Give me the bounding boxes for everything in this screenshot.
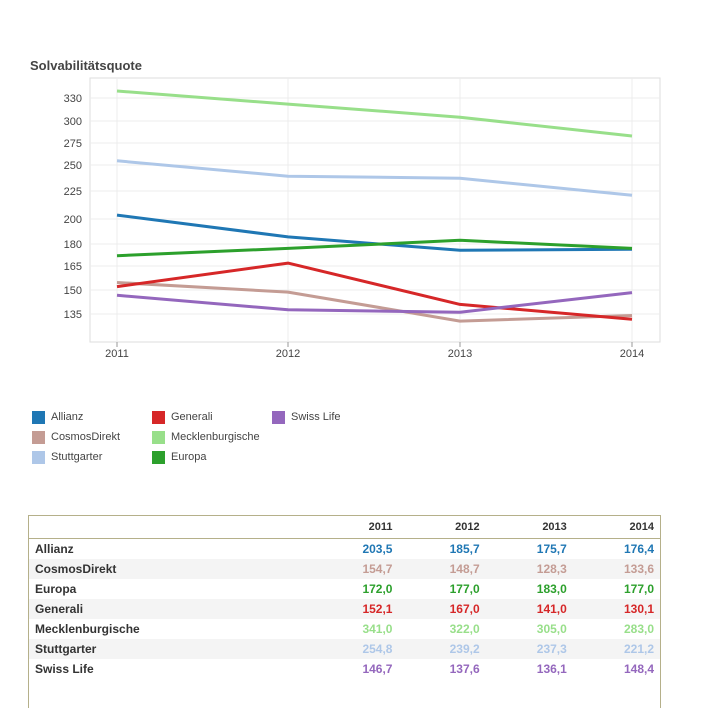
table-cell: 203,5	[362, 542, 393, 556]
table-row: Swiss Life 146,7 137,6 136,1 148,4	[29, 659, 660, 679]
legend-item-generali[interactable]: Generali	[152, 409, 213, 425]
plot-frame	[89, 77, 661, 343]
legend-label: Allianz	[51, 411, 84, 423]
series-line-stuttgarter	[116, 159, 633, 197]
table-cell: 148,7	[398, 559, 486, 579]
table-row-label: Allianz	[35, 542, 74, 556]
legend-label: Generali	[171, 411, 213, 423]
table-cell: 322,0	[449, 622, 480, 636]
table-header-year: 2014	[572, 516, 660, 539]
x-tick-label: 2013	[448, 348, 472, 360]
table-cell: 128,3	[485, 559, 573, 579]
table-cell: 152,1	[311, 599, 399, 619]
table-row: CosmosDirekt 154,7 148,7 128,3 133,6	[29, 559, 660, 579]
legend-swatch	[152, 430, 165, 444]
series-line-cosmosdirekt	[116, 281, 633, 323]
table-cell: 237,3	[485, 639, 573, 659]
table-cell: 175,7	[536, 542, 567, 556]
y-tick-label: 200	[64, 214, 82, 226]
series-line-swiss-life	[116, 291, 633, 314]
table-cell: 176,4	[623, 542, 654, 556]
table-cell: 177,0	[449, 582, 480, 596]
y-tick-label: 250	[64, 160, 82, 172]
chart-title: Solvabilitätsquote	[30, 58, 142, 73]
table-cell: 137,6	[449, 662, 480, 676]
table-cell: 254,8	[311, 639, 399, 659]
table-cell: 183,0	[536, 582, 567, 596]
legend-item-mecklenburgische[interactable]: Mecklenburgische	[152, 429, 260, 445]
table-row: Allianz 203,5 185,7 175,7 176,4	[29, 539, 660, 560]
table-cell: 167,0	[398, 599, 486, 619]
table-row-label: Swiss Life	[35, 662, 94, 676]
table-row-label: Stuttgarter	[29, 639, 312, 659]
x-tick-label: 2014	[620, 348, 644, 360]
legend-item-allianz[interactable]: Allianz	[32, 409, 83, 425]
series-line-mecklenburgische	[116, 89, 633, 138]
table-header-year: 2013	[485, 516, 573, 539]
legend-label: Swiss Life	[291, 411, 341, 423]
legend-label: Stuttgarter	[51, 451, 103, 463]
table-header-row: 2011 2012 2013 2014	[29, 516, 660, 539]
legend-label: CosmosDirekt	[51, 431, 121, 443]
y-tick-label: 180	[64, 239, 82, 251]
table-cell: 341,0	[362, 622, 393, 636]
legend-swatch	[32, 410, 45, 424]
series-line-generali	[116, 261, 633, 321]
table-cell: 177,0	[623, 582, 654, 596]
table-row: Mecklenburgische 341,0 322,0 305,0 283,0	[29, 619, 660, 639]
table-header-year: 2012	[398, 516, 486, 539]
table-row: Generali 152,1 167,0 141,0 130,1	[29, 599, 660, 619]
x-tick-label: 2012	[276, 348, 300, 360]
line-chart: 135 150 165 180 200 225 250 275 300 330 2011 2012 20…	[64, 77, 661, 360]
table-row-label: Europa	[35, 582, 77, 596]
legend-swatch	[32, 430, 45, 444]
table-cell: 221,2	[572, 639, 660, 659]
legend-label: Mecklenburgische	[171, 431, 260, 443]
table-cell: 283,0	[623, 622, 654, 636]
table-header-year: 2011	[311, 516, 399, 539]
y-tick-label: 300	[64, 116, 82, 128]
series-line-europa	[116, 238, 633, 258]
table-row-label: Generali	[29, 599, 312, 619]
y-tick-label: 150	[64, 285, 82, 297]
table-cell: 185,7	[449, 542, 480, 556]
y-tick-label: 135	[64, 309, 82, 321]
legend-swatch	[272, 410, 285, 424]
table-cell: 172,0	[362, 582, 393, 596]
legend-swatch	[152, 450, 165, 464]
table-cell: 146,7	[362, 662, 393, 676]
legend-item-swiss-life[interactable]: Swiss Life	[272, 409, 341, 425]
table-row: Stuttgarter 254,8 239,2 237,3 221,2	[29, 639, 660, 659]
legend-swatch	[152, 410, 165, 424]
y-tick-label: 225	[64, 186, 82, 198]
table-cell: 133,6	[572, 559, 660, 579]
table-cell: 141,0	[485, 599, 573, 619]
legend-item-europa[interactable]: Europa	[152, 449, 206, 465]
legend-item-stuttgarter[interactable]: Stuttgarter	[32, 449, 102, 465]
legend-label: Europa	[171, 451, 207, 463]
y-tick-label: 275	[64, 138, 82, 150]
table-cell: 154,7	[311, 559, 399, 579]
y-tick-label: 330	[64, 93, 82, 105]
table-cell: 130,1	[572, 599, 660, 619]
legend-item-cosmosdirekt[interactable]: CosmosDirekt	[32, 429, 120, 445]
x-tick-label: 2011	[105, 348, 129, 360]
table-cell: 239,2	[398, 639, 486, 659]
table-cell: 136,1	[536, 662, 567, 676]
table-row-label: CosmosDirekt	[29, 559, 312, 579]
table-row: Europa 172,0 177,0 183,0 177,0	[29, 579, 660, 599]
table-cell: 305,0	[536, 622, 567, 636]
legend-swatch	[32, 450, 45, 464]
table-cell: 148,4	[623, 662, 654, 676]
data-table: 2011 2012 2013 2014 Allianz 203,5 185,7 175,7 1…	[28, 515, 661, 708]
table-header-corner	[29, 516, 312, 539]
y-tick-label: 165	[64, 261, 82, 273]
table-row-label: Mecklenburgische	[35, 622, 140, 636]
